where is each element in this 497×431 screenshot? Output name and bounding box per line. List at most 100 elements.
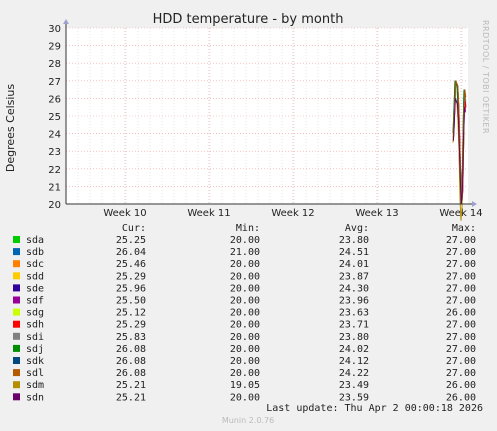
legend-swatch-sdk	[13, 357, 20, 364]
legend-swatch-sdj	[13, 344, 20, 352]
legend-value-sdi: 27.00	[446, 332, 476, 343]
y-tick-label: 23	[48, 147, 61, 158]
legend-value-sdl: 26.08	[116, 368, 146, 379]
series-lines	[452, 80, 467, 221]
legend-swatch-sdg	[13, 308, 20, 316]
chart-title: HDD temperature - by month	[153, 12, 344, 27]
legend-swatch-sdm	[13, 381, 20, 389]
rrdtool-credit: RRDTOOL / TOBI OETIKER	[481, 20, 490, 134]
legend-value-sdh: 27.00	[446, 320, 476, 331]
legend-value-sda: 20.00	[230, 235, 260, 246]
legend-name-sde: sde	[26, 283, 44, 294]
legend-value-sdi: 23.80	[339, 332, 369, 343]
y-tick-label: 20	[48, 200, 61, 211]
legend-name-sdk: sdk	[26, 356, 44, 367]
legend-value-sdc: 20.00	[230, 259, 260, 270]
last-update: Last update: Thu Apr 2 00:00:18 2026	[266, 403, 483, 414]
grid	[66, 27, 468, 205]
legend-swatch-sda	[13, 236, 20, 243]
legend-name-sdd: sdd	[26, 271, 44, 282]
y-tick-label: 22	[48, 165, 61, 176]
legend-value-sdn: 23.59	[339, 392, 369, 403]
y-tick-label: 24	[48, 130, 61, 141]
legend-value-sdk: 27.00	[446, 356, 476, 367]
axes	[63, 19, 477, 207]
legend-value-sdd: 23.87	[339, 271, 369, 282]
legend-name-sdi: sdi	[26, 332, 44, 343]
legend-column-header: Max:	[452, 223, 476, 234]
legend-swatch-sdl	[13, 369, 20, 377]
legend-value-sdm: 19.05	[230, 380, 260, 391]
legend-value-sde: 24.30	[339, 283, 369, 294]
legend-value-sdg: 25.12	[116, 308, 146, 319]
legend-value-sde: 25.96	[116, 283, 146, 294]
legend-value-sdd: 27.00	[446, 271, 476, 282]
legend: sda 25.25 20.00 23.80 27.00 sdb 26.04 21.00 24.5…	[13, 235, 476, 403]
y-axis-label: Degrees Celsius	[4, 84, 17, 173]
legend-value-sdm: 23.49	[339, 380, 369, 391]
legend-value-sdi: 20.00	[230, 332, 260, 343]
legend-value-sdc: 25.46	[116, 259, 146, 270]
legend-value-sdb: 21.00	[230, 247, 260, 258]
legend-swatch-sdi	[13, 332, 20, 340]
legend-name-sda: sda	[26, 235, 44, 246]
legend-header: Cur: Min: Avg: Max:	[122, 223, 476, 234]
legend-value-sdh: 25.29	[116, 320, 146, 331]
x-tick-label: Week 11	[187, 208, 230, 219]
legend-name-sdn: sdn	[26, 392, 44, 403]
legend-value-sda: 23.80	[339, 235, 369, 246]
legend-value-sdl: 24.22	[339, 368, 369, 379]
legend-column-header: Avg:	[345, 223, 369, 234]
legend-name-sdc: sdc	[26, 259, 44, 270]
legend-value-sdb: 24.51	[339, 247, 369, 258]
legend-column-header: Min:	[236, 223, 260, 234]
legend-name-sdh: sdh	[26, 320, 44, 331]
x-axis-arrow	[472, 201, 477, 207]
y-tick-label: 29	[48, 42, 61, 53]
legend-value-sdi: 25.83	[116, 332, 146, 343]
legend-name-sdj: sdj	[26, 344, 44, 355]
legend-value-sdk: 26.08	[116, 356, 146, 367]
x-tick-label: Week 12	[271, 208, 314, 219]
legend-value-sdg: 26.00	[446, 308, 476, 319]
legend-swatch-sdb	[13, 248, 20, 256]
legend-value-sdd: 20.00	[230, 271, 260, 282]
legend-value-sdl: 20.00	[230, 368, 260, 379]
legend-value-sda: 27.00	[446, 235, 476, 246]
legend-name-sdm: sdm	[26, 380, 44, 391]
legend-name-sdf: sdf	[26, 296, 44, 307]
y-tick-labels: 20 21 22 23 24 25 26 27 28 29 30	[48, 24, 61, 211]
munin-version: Munin 2.0.76	[222, 416, 274, 425]
legend-value-sdf: 27.00	[446, 296, 476, 307]
legend-value-sdk: 24.12	[339, 356, 369, 367]
y-tick-label: 26	[48, 94, 61, 105]
legend-value-sda: 25.25	[116, 235, 146, 246]
y-tick-label: 28	[48, 59, 61, 70]
legend-swatch-sdf	[13, 296, 20, 304]
legend-swatch-sde	[13, 284, 20, 292]
legend-swatch-sdc	[13, 260, 20, 268]
legend-name-sdg: sdg	[26, 308, 44, 319]
legend-value-sde: 20.00	[230, 283, 260, 294]
legend-value-sdf: 25.50	[116, 296, 146, 307]
legend-value-sdh: 23.71	[339, 320, 369, 331]
y-tick-label: 25	[48, 112, 61, 123]
legend-value-sdl: 27.00	[446, 368, 476, 379]
legend-value-sdf: 23.96	[339, 296, 369, 307]
legend-value-sdj: 26.08	[116, 344, 146, 355]
legend-value-sdn: 20.00	[230, 392, 260, 403]
legend-value-sdm: 25.21	[116, 380, 146, 391]
legend-swatch-sdd	[13, 272, 20, 280]
y-tick-label: 21	[48, 182, 61, 193]
legend-column-header: Cur:	[122, 223, 146, 234]
legend-value-sdc: 24.01	[339, 259, 369, 270]
legend-value-sde: 27.00	[446, 283, 476, 294]
x-tick-label: Week 10	[103, 208, 146, 219]
legend-value-sdn: 25.21	[116, 392, 146, 403]
legend-value-sdg: 20.00	[230, 308, 260, 319]
legend-value-sdm: 26.00	[446, 380, 476, 391]
x-tick-label: Week 13	[355, 208, 398, 219]
legend-swatch-sdn	[13, 393, 20, 401]
legend-value-sdj: 24.02	[339, 344, 369, 355]
